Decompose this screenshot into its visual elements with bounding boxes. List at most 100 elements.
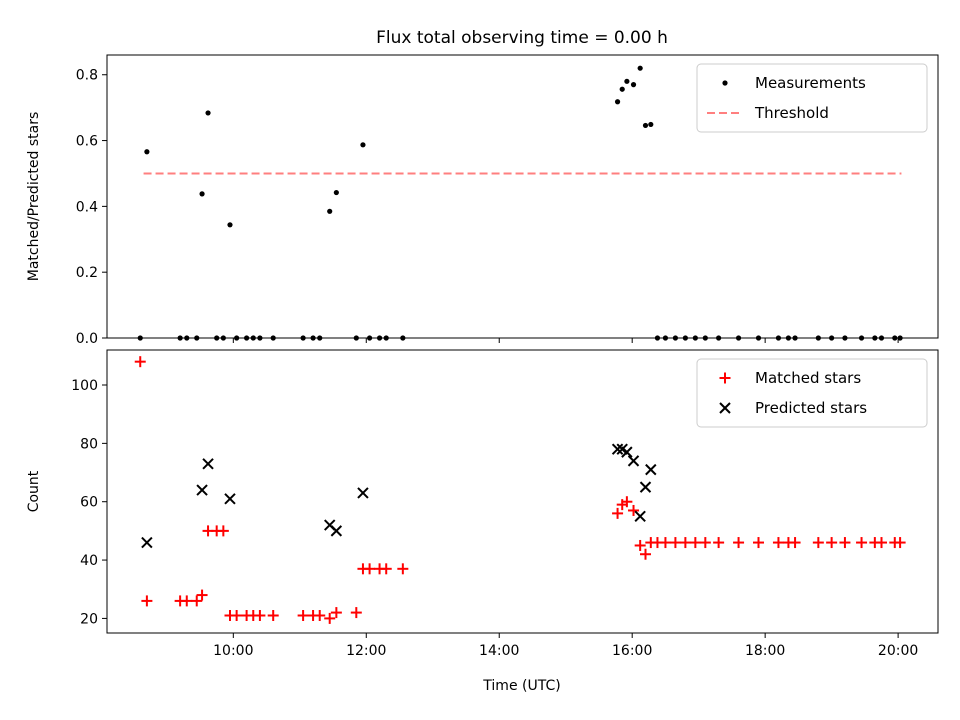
lower-plot-marks (134, 356, 906, 624)
matched-star-point (733, 537, 745, 549)
x-tick-label: 18:00 (745, 643, 785, 659)
upper-y-ticks: 0.0 0.2 0.4 0.6 0.8 (76, 68, 107, 347)
matched-star-point (753, 537, 765, 549)
matched-star-point (141, 595, 153, 607)
y-axis-label-count: Count (26, 470, 42, 512)
matched-star-point (659, 537, 671, 549)
y-tick-label: 0.4 (76, 199, 98, 215)
y-tick-label: 80 (80, 436, 98, 452)
matched-star-point (196, 589, 208, 601)
matched-star-point (314, 609, 326, 621)
matched-star-point (191, 595, 203, 607)
measurement-point (614, 99, 621, 105)
y-tick-label: 100 (71, 378, 98, 394)
upper-legend: Measurements Threshold (696, 63, 928, 133)
lower-plot-frame (106, 349, 939, 634)
legend-entry: Threshold (754, 104, 829, 122)
x-tick-label: 20:00 (878, 643, 918, 659)
matched-star-point (364, 563, 376, 575)
matched-star-point (181, 595, 193, 607)
matched-star-point (894, 537, 906, 549)
matched-star-point (875, 537, 887, 549)
legend-box (696, 358, 928, 428)
legend-dot-swatch (722, 80, 728, 86)
legend-entry: Matched stars (755, 369, 861, 387)
measurement-point (227, 222, 233, 228)
upper-panel: Flux total observing time = 0.00 h Match… (26, 28, 939, 347)
matched-star-point (330, 607, 342, 619)
upper-plot-frame (106, 54, 939, 339)
predicted-star-point (639, 481, 652, 493)
matched-star-point (699, 537, 711, 549)
legend-plus-swatch (719, 372, 731, 384)
predicted-star-point (611, 443, 624, 455)
predicted-star-point (196, 484, 208, 496)
matched-star-point (612, 507, 624, 519)
x-tick-label: 14:00 (479, 643, 519, 659)
matched-star-point (679, 537, 691, 549)
chart-title: Flux total observing time = 0.00 h (376, 28, 668, 48)
matched-star-point (639, 548, 651, 560)
matched-star-point (826, 537, 838, 549)
matched-star-point (231, 609, 243, 621)
matched-star-point (789, 537, 801, 549)
predicted-star-point (224, 493, 236, 505)
upper-x-ticks (232, 338, 899, 343)
y-tick-label: 0.6 (76, 134, 98, 150)
x-tick-label: 10:00 (213, 643, 253, 659)
measurement-point (205, 110, 211, 116)
legend-box (696, 63, 928, 133)
matched-star-point (669, 537, 681, 549)
y-tick-label: 0.8 (76, 68, 98, 84)
matched-star-point (856, 537, 868, 549)
predicted-star-point (627, 455, 640, 467)
legend-entry: Predicted stars (755, 399, 867, 417)
y-axis-label-ratio: Matched/Predicted stars (26, 112, 42, 282)
matched-star-point (713, 537, 725, 549)
matched-star-point (350, 607, 362, 619)
matched-star-point (267, 609, 279, 621)
measurement-point (199, 191, 205, 197)
measurement-point (624, 78, 630, 84)
matched-star-point (689, 537, 701, 549)
measurement-point (648, 121, 654, 128)
predicted-star-point (141, 536, 153, 549)
measurement-point (619, 86, 625, 92)
x-tick-label: 16:00 (612, 643, 652, 659)
matched-star-point (254, 609, 266, 621)
matched-star-point (812, 537, 824, 549)
measurement-point (360, 142, 366, 148)
matched-star-point (380, 563, 392, 575)
matched-star-point (772, 537, 784, 549)
x-tick-label: 12:00 (346, 643, 386, 659)
y-tick-label: 0.2 (76, 265, 98, 281)
measurement-point (144, 149, 150, 155)
matched-star-point (324, 612, 336, 624)
legend-x-swatch (719, 402, 731, 414)
y-tick-label: 0.0 (76, 331, 98, 347)
measurement-point (327, 208, 333, 214)
measurement-point (642, 122, 649, 129)
lower-x-ticks: 10:00 12:00 14:00 16:00 18:00 20:00 (213, 633, 918, 659)
matched-star-point (628, 504, 640, 516)
predicted-star-point (621, 446, 633, 458)
matched-star-point (397, 563, 409, 575)
predicted-star-point (634, 510, 646, 523)
matched-star-point (634, 539, 646, 551)
matched-star-point (217, 525, 229, 537)
y-tick-label: 40 (80, 553, 98, 569)
measurement-point (630, 82, 637, 88)
predicted-star-point (330, 525, 343, 537)
legend-entry: Measurements (755, 74, 866, 92)
matched-star-point (297, 609, 309, 621)
predicted-star-point (645, 463, 657, 476)
y-tick-label: 60 (80, 495, 98, 511)
x-axis-label-time: Time (UTC) (482, 678, 560, 694)
matched-star-point (621, 496, 633, 508)
matched-star-point (839, 537, 851, 549)
y-tick-label: 20 (80, 611, 98, 627)
predicted-star-point (202, 458, 214, 470)
measurement-point (333, 189, 339, 196)
